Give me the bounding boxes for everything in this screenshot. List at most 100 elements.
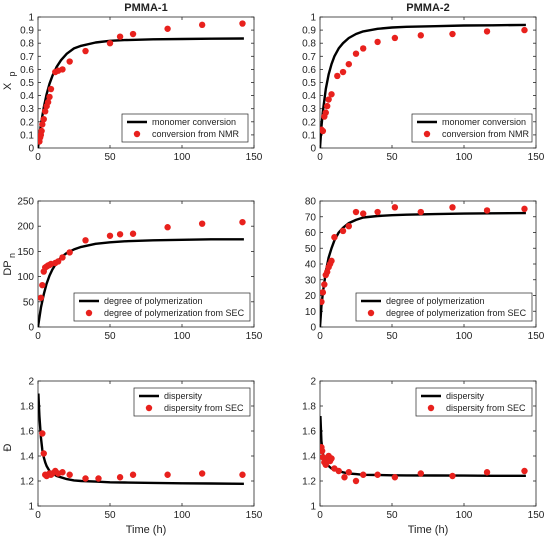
legend-marker-swatch bbox=[423, 130, 431, 138]
data-point bbox=[391, 34, 399, 42]
data-point bbox=[345, 60, 352, 68]
data-point bbox=[352, 477, 360, 485]
data-point bbox=[39, 121, 46, 128]
data-point bbox=[46, 93, 53, 101]
data-point bbox=[374, 208, 381, 216]
y-tick-label: 1.6 bbox=[302, 427, 316, 438]
y-tick-label: 0.4 bbox=[302, 91, 316, 102]
data-point bbox=[66, 249, 73, 256]
x-tick-label: 50 bbox=[104, 510, 116, 521]
y-tick-label: 0.6 bbox=[20, 65, 34, 76]
legend-marker-swatch bbox=[427, 404, 435, 412]
y-tick-label: 20 bbox=[305, 291, 317, 302]
y-tick-label: 1 bbox=[310, 13, 316, 24]
chart-panel-4: 0 50 100 150 0 10 20 30 40 50 60 70 80 degree of poly… bbox=[305, 197, 545, 343]
legend-marker-swatch bbox=[367, 309, 375, 317]
data-point bbox=[129, 471, 137, 478]
legend-entry-label: degree of polymerization bbox=[386, 296, 485, 306]
legend-box bbox=[73, 292, 251, 322]
y-tick-label: 80 bbox=[305, 197, 317, 208]
x-tick-label: 50 bbox=[386, 331, 398, 342]
data-point bbox=[483, 28, 491, 35]
data-point bbox=[42, 108, 49, 115]
legend-entry-label: monomer conversion bbox=[442, 117, 526, 127]
data-point bbox=[417, 208, 424, 216]
data-point bbox=[54, 258, 62, 265]
x-tick-label: 0 bbox=[35, 510, 41, 521]
data-point bbox=[360, 471, 367, 478]
x-axis-label: Time (h) bbox=[408, 524, 449, 536]
y-tick-label: 0.4 bbox=[20, 91, 34, 102]
series-group bbox=[320, 23, 528, 148]
data-point bbox=[335, 467, 342, 475]
legend: dispersity dispersity from SEC bbox=[133, 387, 251, 417]
y-tick-label: 30 bbox=[305, 275, 317, 286]
y-tick-label: 2 bbox=[310, 377, 316, 388]
plot-area-frame bbox=[319, 380, 537, 507]
data-point bbox=[129, 30, 137, 38]
data-point bbox=[59, 254, 66, 261]
data-point bbox=[328, 455, 335, 462]
data-point bbox=[116, 231, 124, 238]
y-tick-label: 0.6 bbox=[302, 65, 316, 76]
data-point bbox=[417, 470, 424, 477]
data-point bbox=[95, 475, 102, 482]
legend: degree of polymerization degree of polyme… bbox=[355, 292, 533, 322]
series-line bbox=[38, 37, 244, 148]
data-point bbox=[352, 208, 360, 216]
y-tick-label: 10 bbox=[305, 307, 317, 318]
y-tick-label: 70 bbox=[305, 212, 317, 223]
legend-entry-label: degree of polymerization from SEC bbox=[386, 308, 527, 318]
data-point bbox=[521, 205, 528, 213]
data-point bbox=[164, 224, 171, 231]
legend: monomer conversion conversion from NMR bbox=[411, 113, 533, 143]
y-tick-label: 1.4 bbox=[20, 452, 34, 463]
y-tick-label: 40 bbox=[305, 260, 317, 271]
data-point bbox=[40, 450, 47, 457]
legend-marker-swatch bbox=[145, 404, 153, 412]
data-point bbox=[116, 474, 124, 481]
x-tick-label: 0 bbox=[317, 510, 323, 521]
data-point bbox=[334, 72, 341, 80]
data-point bbox=[106, 232, 114, 239]
data-point bbox=[321, 281, 328, 288]
x-tick-label: 150 bbox=[246, 510, 263, 521]
data-point bbox=[328, 91, 335, 98]
legend-entry-label: dispersity bbox=[446, 391, 485, 401]
data-point bbox=[82, 475, 89, 482]
data-point bbox=[198, 470, 206, 477]
data-point bbox=[239, 218, 246, 226]
y-tick-label: 1 bbox=[28, 13, 34, 24]
panel-title: PMMA-1 bbox=[124, 2, 167, 14]
data-point bbox=[59, 66, 66, 73]
x-tick-label: 50 bbox=[386, 152, 398, 163]
y-tick-label: 60 bbox=[305, 228, 317, 239]
y-tick-label: 0.3 bbox=[302, 104, 316, 115]
x-tick-label: 100 bbox=[174, 510, 191, 521]
data-point bbox=[129, 230, 137, 237]
y-tick-label: 0.9 bbox=[20, 26, 34, 37]
x-tick-label: 150 bbox=[246, 152, 263, 163]
data-point bbox=[328, 257, 335, 265]
y-tick-label: 0.8 bbox=[302, 39, 316, 50]
x-tick-label: 0 bbox=[35, 152, 41, 163]
y-tick-label: 0.8 bbox=[20, 39, 34, 50]
y-axis-label: DP n bbox=[2, 253, 17, 276]
y-tick-label: 250 bbox=[17, 197, 34, 208]
y-tick-label: 0.5 bbox=[20, 78, 34, 89]
legend-box bbox=[121, 113, 249, 143]
data-point bbox=[239, 471, 246, 478]
chart-panel-5: 0 50 100 150 1 1.2 1.4 1.6 1.8 2 Time (h) Đdispersi… bbox=[2, 377, 263, 537]
legend-entry-label: conversion from NMR bbox=[442, 129, 530, 139]
x-tick-label: 150 bbox=[528, 510, 545, 521]
data-point bbox=[391, 204, 399, 211]
data-point bbox=[116, 33, 124, 40]
data-point bbox=[39, 430, 46, 437]
y-tick-label: 1 bbox=[310, 502, 316, 513]
data-point bbox=[239, 20, 246, 27]
data-point bbox=[59, 469, 66, 476]
data-point bbox=[483, 207, 491, 214]
data-point bbox=[40, 115, 47, 123]
y-tick-label: 0 bbox=[28, 144, 34, 155]
